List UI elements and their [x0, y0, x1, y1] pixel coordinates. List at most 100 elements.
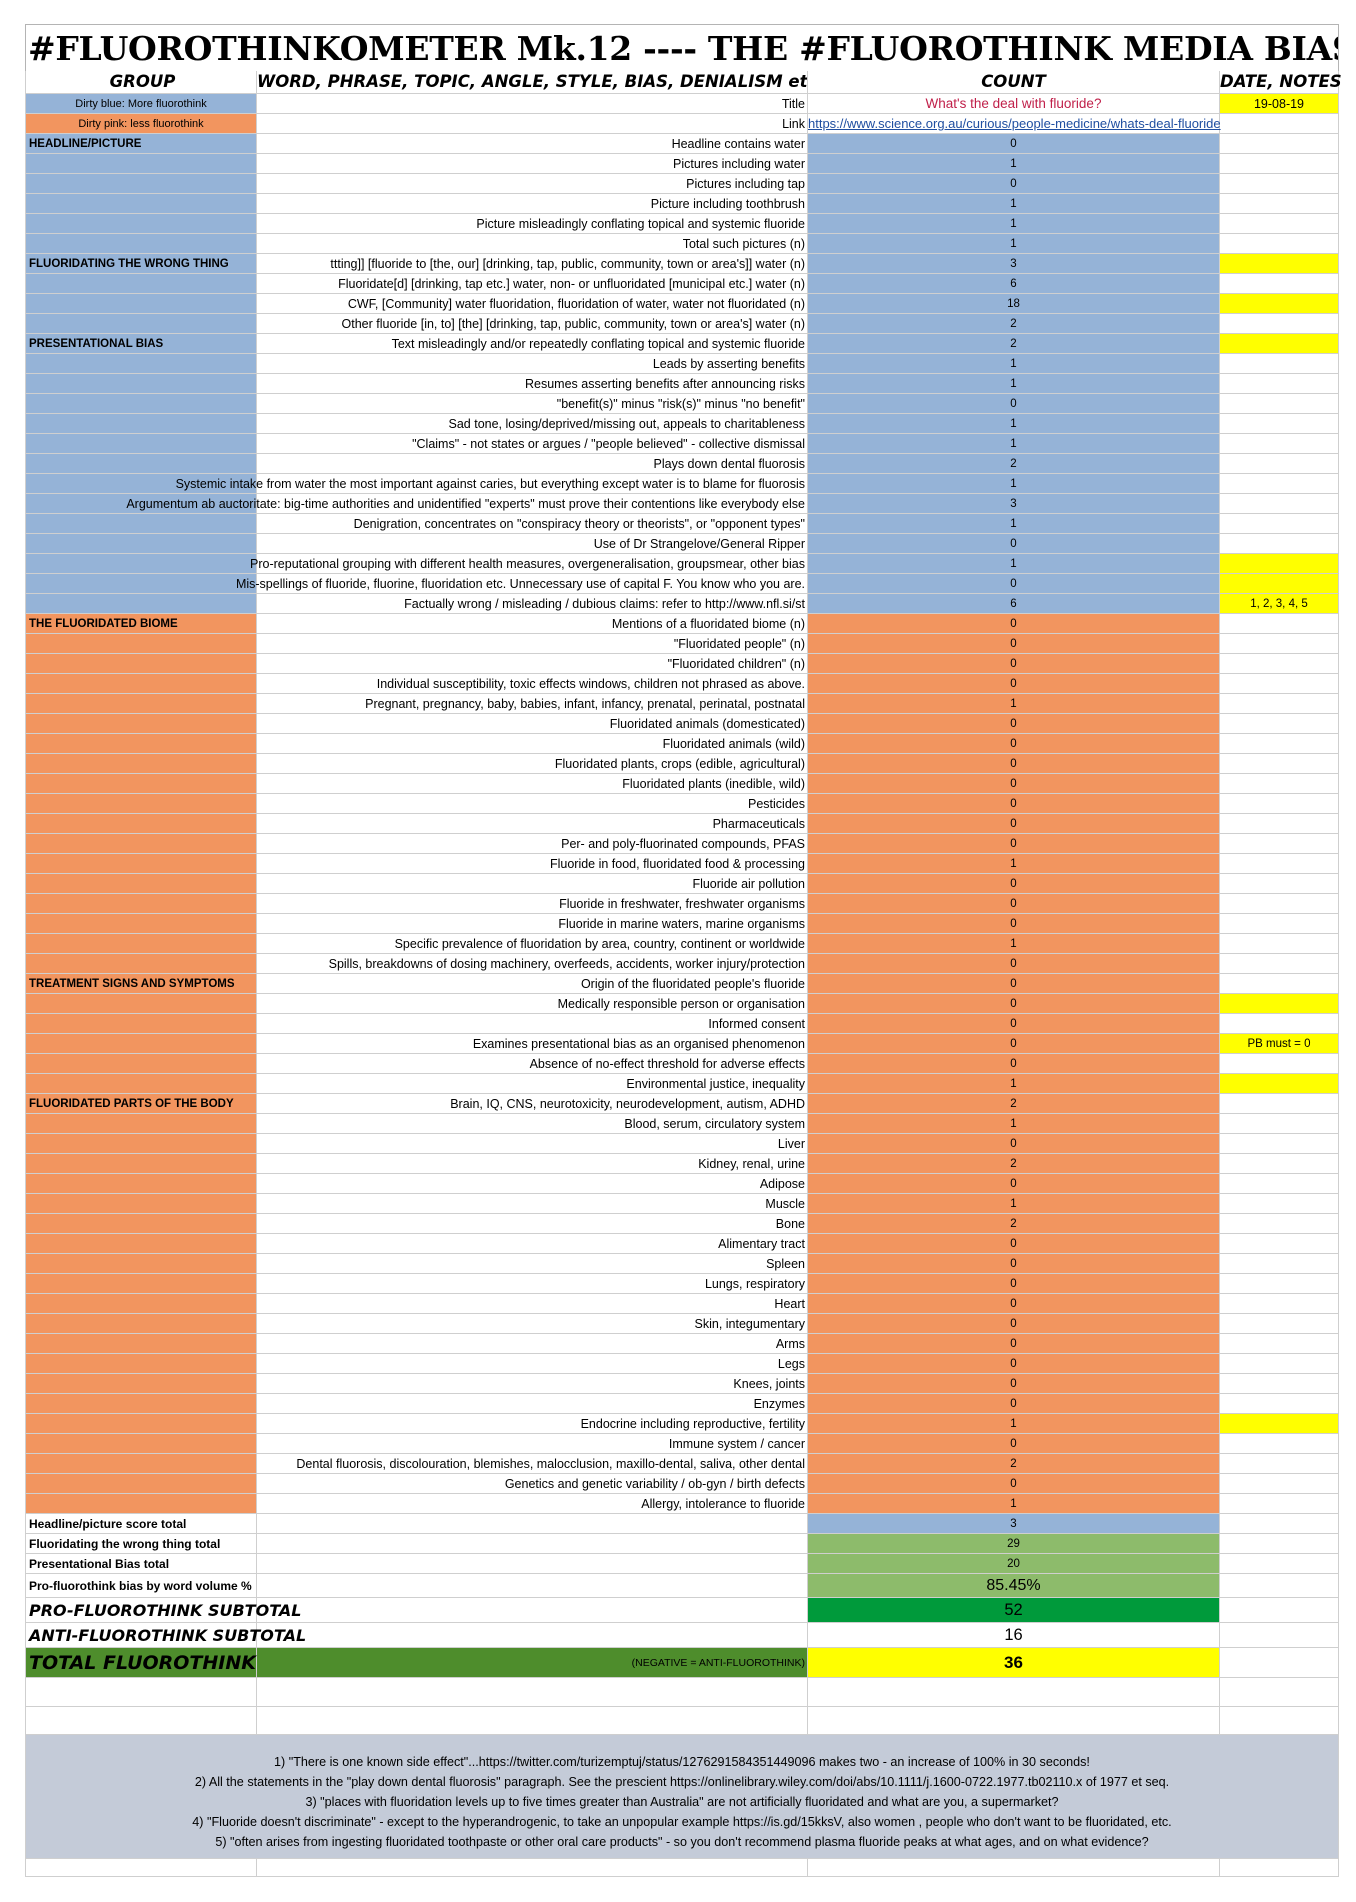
notes-cell[interactable]: [1220, 534, 1339, 554]
group-cell[interactable]: THE FLUORIDATED BIOME: [25, 614, 257, 634]
wrong-thing-total-word[interactable]: [257, 1534, 808, 1554]
group-cell[interactable]: [25, 174, 257, 194]
notes-cell[interactable]: [1220, 854, 1339, 874]
phrase-cell[interactable]: Argumentum ab auctoritate: big-time auth…: [126, 494, 808, 514]
notes-cell[interactable]: [1220, 1214, 1339, 1234]
group-cell[interactable]: [25, 1374, 257, 1394]
count-cell[interactable]: 0: [808, 1274, 1220, 1294]
notes-cell[interactable]: [1220, 294, 1339, 314]
notes-cell[interactable]: [1220, 434, 1339, 454]
group-cell[interactable]: [25, 394, 257, 414]
notes-cell[interactable]: [1220, 334, 1339, 354]
count-cell[interactable]: 1: [808, 1194, 1220, 1214]
headline-total-label[interactable]: Headline/picture score total: [25, 1514, 257, 1534]
notes-cell[interactable]: [1220, 134, 1339, 154]
header-count[interactable]: COUNT: [808, 71, 1220, 94]
blank-cell[interactable]: [1220, 1859, 1339, 1877]
phrase-cell[interactable]: Fluoride air pollution: [257, 874, 808, 894]
count-cell[interactable]: 1: [808, 234, 1220, 254]
title-label[interactable]: Title: [257, 94, 808, 114]
notes-cell[interactable]: 1, 2, 3, 4, 5: [1220, 594, 1339, 614]
blank-cell[interactable]: [1220, 1707, 1339, 1735]
group-cell[interactable]: [25, 554, 257, 574]
wrong-thing-total-value[interactable]: 29: [808, 1534, 1220, 1554]
group-cell[interactable]: [25, 434, 257, 454]
phrase-cell[interactable]: Pesticides: [257, 794, 808, 814]
phrase-cell[interactable]: Fluoridated animals (wild): [257, 734, 808, 754]
notes-cell[interactable]: [1220, 634, 1339, 654]
group-cell[interactable]: [25, 1454, 257, 1474]
count-cell[interactable]: 0: [808, 1254, 1220, 1274]
count-cell[interactable]: 1: [808, 934, 1220, 954]
phrase-cell[interactable]: Denigration, concentrates on "conspiracy…: [257, 514, 808, 534]
blank-cell[interactable]: [808, 1678, 1220, 1707]
header-word[interactable]: WORD, PHRASE, TOPIC, ANGLE, STYLE, BIAS,…: [257, 71, 808, 94]
count-cell[interactable]: 1: [808, 434, 1220, 454]
notes-cell[interactable]: [1220, 994, 1339, 1014]
blank-cell[interactable]: [1220, 1678, 1339, 1707]
notes-cell[interactable]: [1220, 714, 1339, 734]
count-cell[interactable]: 0: [808, 1174, 1220, 1194]
count-cell[interactable]: 1: [808, 194, 1220, 214]
phrase-cell[interactable]: Mentions of a fluoridated biome (n): [257, 614, 808, 634]
phrase-cell[interactable]: Resumes asserting benefits after announc…: [257, 374, 808, 394]
phrase-cell[interactable]: Plays down dental fluorosis: [257, 454, 808, 474]
blank-cell[interactable]: [25, 1678, 257, 1707]
phrase-cell[interactable]: Fluoridated plants, crops (edible, agric…: [257, 754, 808, 774]
count-cell[interactable]: 0: [808, 774, 1220, 794]
group-cell[interactable]: [25, 154, 257, 174]
count-cell[interactable]: 1: [808, 154, 1220, 174]
group-cell[interactable]: [25, 1434, 257, 1454]
legend-pink[interactable]: Dirty pink: less fluorothink: [25, 114, 257, 134]
pro-subtotal-word[interactable]: [257, 1598, 808, 1623]
group-cell[interactable]: [25, 794, 257, 814]
group-cell[interactable]: [25, 1394, 257, 1414]
group-cell[interactable]: [25, 1334, 257, 1354]
phrase-cell[interactable]: Legs: [257, 1354, 808, 1374]
notes-cell[interactable]: [1220, 834, 1339, 854]
article-date[interactable]: 19-08-19: [1220, 94, 1339, 114]
phrase-cell[interactable]: Lungs, respiratory: [257, 1274, 808, 1294]
count-cell[interactable]: 6: [808, 274, 1220, 294]
count-cell[interactable]: 18: [808, 294, 1220, 314]
notes-cell[interactable]: [1220, 934, 1339, 954]
blank-cell[interactable]: [808, 1707, 1220, 1735]
phrase-cell[interactable]: Leads by asserting benefits: [257, 354, 808, 374]
notes-cell[interactable]: [1220, 1074, 1339, 1094]
group-cell[interactable]: [25, 474, 257, 494]
phrase-cell[interactable]: Per- and poly-fluorinated compounds, PFA…: [257, 834, 808, 854]
count-cell[interactable]: 0: [808, 1294, 1220, 1314]
count-cell[interactable]: 0: [808, 1134, 1220, 1154]
phrase-cell[interactable]: Enzymes: [257, 1394, 808, 1414]
notes-cell[interactable]: [1220, 1274, 1339, 1294]
phrase-cell[interactable]: Endocrine including reproductive, fertil…: [257, 1414, 808, 1434]
group-cell[interactable]: [25, 1354, 257, 1374]
group-cell[interactable]: [25, 294, 257, 314]
count-cell[interactable]: 0: [808, 614, 1220, 634]
count-cell[interactable]: 1: [808, 694, 1220, 714]
phrase-cell[interactable]: Allergy, intolerance to fluoride: [257, 1494, 808, 1514]
notes-cell[interactable]: [1220, 174, 1339, 194]
phrase-cell[interactable]: Headline contains water: [257, 134, 808, 154]
phrase-cell[interactable]: "Fluoridated people" (n): [257, 634, 808, 654]
phrase-cell[interactable]: Blood, serum, circulatory system: [257, 1114, 808, 1134]
count-cell[interactable]: 0: [808, 174, 1220, 194]
group-cell[interactable]: [25, 234, 257, 254]
phrase-cell[interactable]: Fluoridated plants (inedible, wild): [257, 774, 808, 794]
blank-cell[interactable]: [257, 1859, 808, 1877]
pb-total-note[interactable]: [1220, 1554, 1339, 1574]
notes-cell[interactable]: [1220, 1254, 1339, 1274]
phrase-cell[interactable]: Pro-reputational grouping with different…: [250, 554, 808, 574]
group-cell[interactable]: PRESENTATIONAL BIAS: [25, 334, 257, 354]
notes-cell[interactable]: [1220, 194, 1339, 214]
group-cell[interactable]: [25, 354, 257, 374]
group-cell[interactable]: [25, 274, 257, 294]
notes-cell[interactable]: [1220, 614, 1339, 634]
phrase-cell[interactable]: Origin of the fluoridated people's fluor…: [257, 974, 808, 994]
count-cell[interactable]: 0: [808, 974, 1220, 994]
count-cell[interactable]: 0: [808, 1434, 1220, 1454]
notes-cell[interactable]: [1220, 374, 1339, 394]
phrase-cell[interactable]: Fluoride in freshwater, freshwater organ…: [257, 894, 808, 914]
header-date[interactable]: DATE, NOTES: [1220, 71, 1342, 94]
count-cell[interactable]: 0: [808, 574, 1220, 594]
